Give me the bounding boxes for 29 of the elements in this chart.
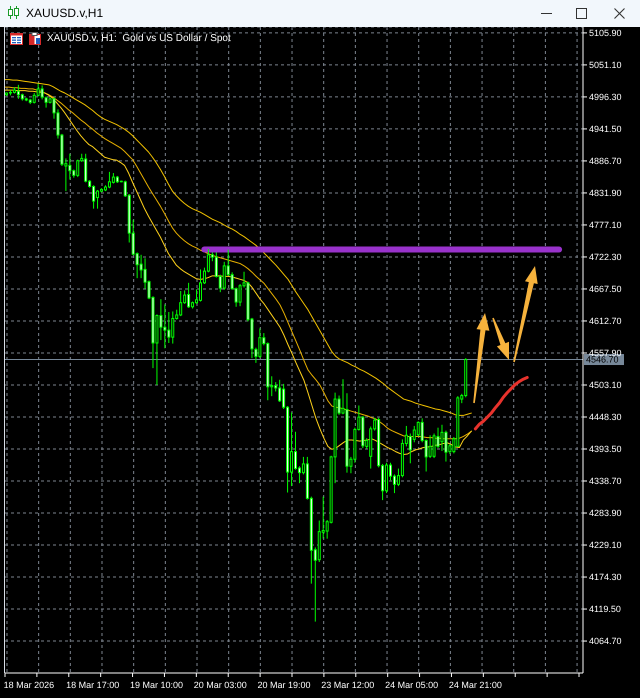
y-tick-label: 5105.90 [589,28,622,38]
y-tick-label: 4777.10 [589,220,622,230]
text: XAUUSD.v, H1: Gold vs US Dollar / Spot [47,33,231,45]
y-tick-label: 4338.70 [589,476,622,486]
x-tick-label: 18 Mar 2026 [4,680,54,690]
x-tick-label: 24 Mar 05:00 [385,680,438,690]
y-tick-label: 4229.10 [589,540,622,550]
y-tick-label: 4612.70 [589,316,622,326]
y-tick-label: 5051.10 [589,60,622,70]
x-tick-label: 19 Mar 10:00 [130,680,183,690]
chart-title: XAUUSD.v,H1 [26,6,104,21]
y-tick-label: 4667.50 [589,284,622,294]
y-tick-label: 4064.70 [589,636,622,646]
x-tick-label: 23 Mar 12:00 [321,680,374,690]
y-tick-label: 4174.30 [589,572,622,582]
y-tick-label: 4722.30 [589,252,622,262]
x-tick-label: 18 Mar 17:00 [66,680,120,690]
y-tick-label: 4119.50 [589,604,621,614]
y-tick-label: 4503.10 [589,380,622,390]
y-tick-label: 4283.90 [589,508,622,518]
y-tick-label: 4393.50 [589,444,622,454]
y-tick-label: 4886.70 [589,156,622,166]
x-tick-label: 20 Mar 03:00 [194,680,247,690]
x-tick-label: 24 Mar 21:00 [448,680,502,690]
y-tick-label: 4831.90 [589,188,622,198]
y-tick-label: 4996.30 [589,92,622,102]
y-tick-label: 4941.50 [589,124,622,134]
y-tick-label: 4448.30 [589,412,622,422]
x-tick-label: 20 Mar 19:00 [258,680,311,690]
